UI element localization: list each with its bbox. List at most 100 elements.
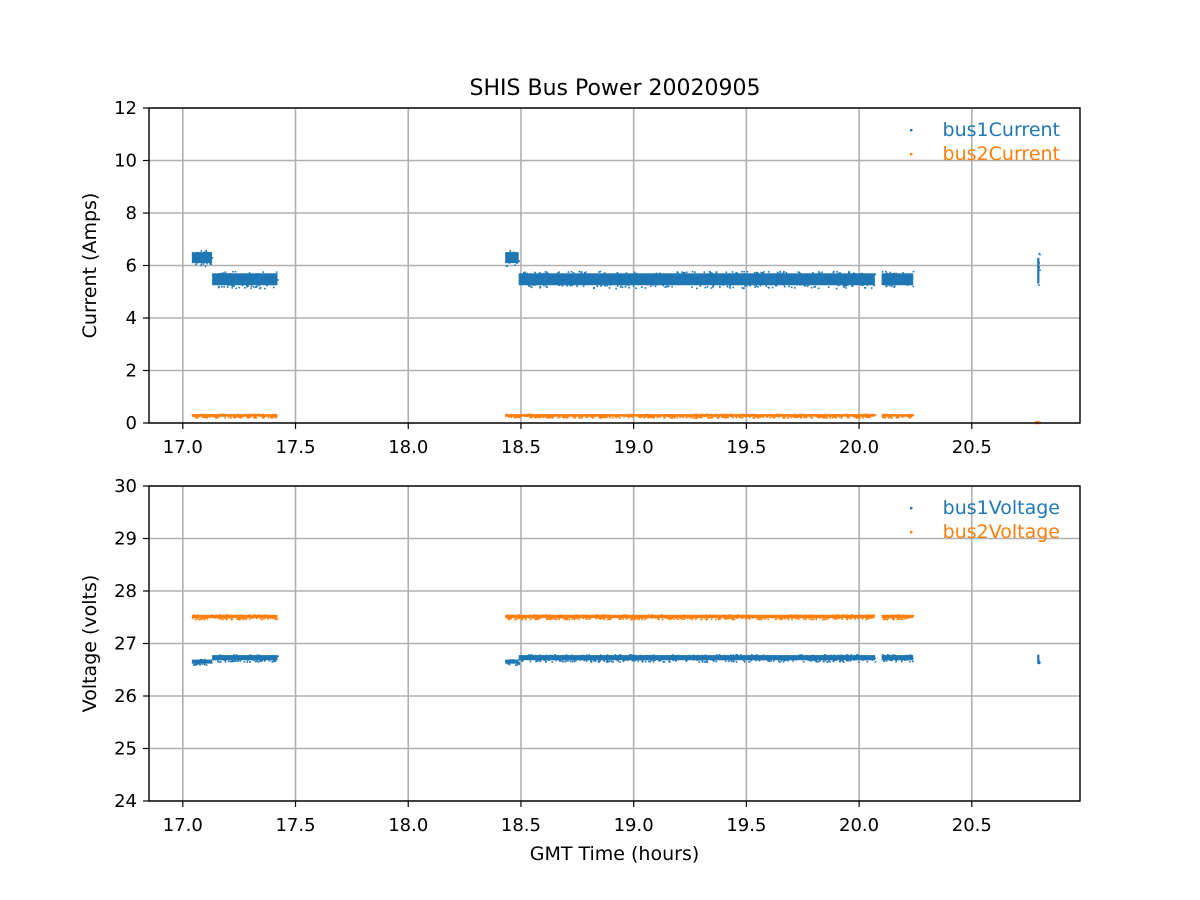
data-point (652, 284, 654, 286)
data-point (760, 656, 763, 659)
data-point (818, 281, 820, 284)
data-point (656, 617, 659, 620)
data-point (222, 618, 224, 621)
data-point (754, 414, 757, 416)
data-point (713, 274, 715, 277)
data-point (678, 275, 681, 278)
data-point (192, 664, 195, 666)
data-point (541, 657, 544, 659)
data-point (780, 657, 782, 660)
data-point (507, 616, 509, 618)
data-point (748, 618, 751, 620)
data-point (227, 416, 230, 418)
data-point (255, 275, 258, 278)
data-point (700, 282, 703, 285)
data-point (567, 615, 570, 617)
data-point (728, 286, 731, 288)
data-point (671, 414, 674, 416)
data-point (891, 274, 894, 277)
data-point (534, 271, 536, 274)
data-point (581, 278, 583, 280)
data-point (521, 280, 524, 282)
data-point (834, 659, 837, 661)
data-point (841, 618, 843, 620)
data-point (903, 656, 906, 659)
data-point (612, 414, 614, 417)
data-point (196, 262, 198, 264)
data-point (646, 276, 649, 279)
data-point (271, 616, 273, 619)
data-point (273, 415, 275, 417)
data-point (683, 279, 686, 281)
data-point (638, 414, 641, 417)
data-point (773, 414, 775, 417)
data-point (643, 616, 646, 618)
data-point (650, 617, 653, 619)
data-point (601, 617, 604, 620)
data-point (207, 413, 210, 416)
data-point (258, 654, 261, 657)
data-point (211, 614, 213, 616)
data-point (515, 616, 518, 619)
data-point (748, 416, 751, 419)
data-point (248, 413, 251, 416)
data-point (767, 271, 770, 273)
data-point (551, 417, 553, 419)
data-point (706, 658, 708, 661)
series-segment (191, 658, 213, 666)
data-point (884, 617, 886, 620)
data-point (529, 413, 532, 416)
data-point (680, 617, 682, 620)
data-point (618, 414, 620, 417)
data-point (859, 614, 862, 617)
data-point (630, 275, 633, 278)
data-point (566, 282, 568, 285)
data-point (883, 655, 886, 657)
data-point (254, 416, 256, 419)
data-point (819, 415, 822, 418)
data-point (566, 614, 568, 617)
data-point (803, 657, 806, 660)
data-point (787, 275, 789, 278)
data-point (251, 617, 253, 620)
data-point (535, 616, 538, 619)
data-point (697, 655, 699, 658)
data-point (811, 616, 813, 619)
data-point (650, 285, 652, 288)
data-point (841, 617, 843, 619)
data-point (631, 278, 633, 281)
data-point (908, 414, 911, 417)
x-tick-label: 19.0 (614, 815, 654, 836)
x-tick-label: 19.5 (726, 815, 766, 836)
data-point (617, 275, 620, 277)
data-point (745, 278, 748, 281)
data-point (583, 414, 586, 416)
data-point (254, 616, 257, 618)
data-point (666, 275, 669, 278)
data-point (615, 280, 618, 283)
data-point (208, 615, 211, 617)
data-point (269, 617, 272, 620)
data-point (639, 654, 642, 657)
data-point (788, 658, 791, 661)
data-point (885, 616, 888, 618)
data-point (727, 660, 730, 663)
data-point (254, 286, 257, 289)
data-point (611, 657, 614, 659)
data-point (259, 414, 262, 416)
series-bus2Voltage (191, 614, 915, 621)
data-point (672, 415, 674, 417)
data-point (223, 286, 225, 288)
data-point (861, 616, 864, 619)
data-point (721, 277, 724, 280)
data-point (757, 275, 760, 277)
data-point (701, 618, 703, 620)
data-point (650, 614, 653, 616)
data-point (575, 614, 577, 616)
data-point (870, 276, 873, 279)
data-point (799, 273, 802, 275)
data-point (630, 413, 632, 416)
data-point (249, 274, 251, 276)
data-point (865, 283, 868, 286)
data-point (847, 415, 849, 418)
